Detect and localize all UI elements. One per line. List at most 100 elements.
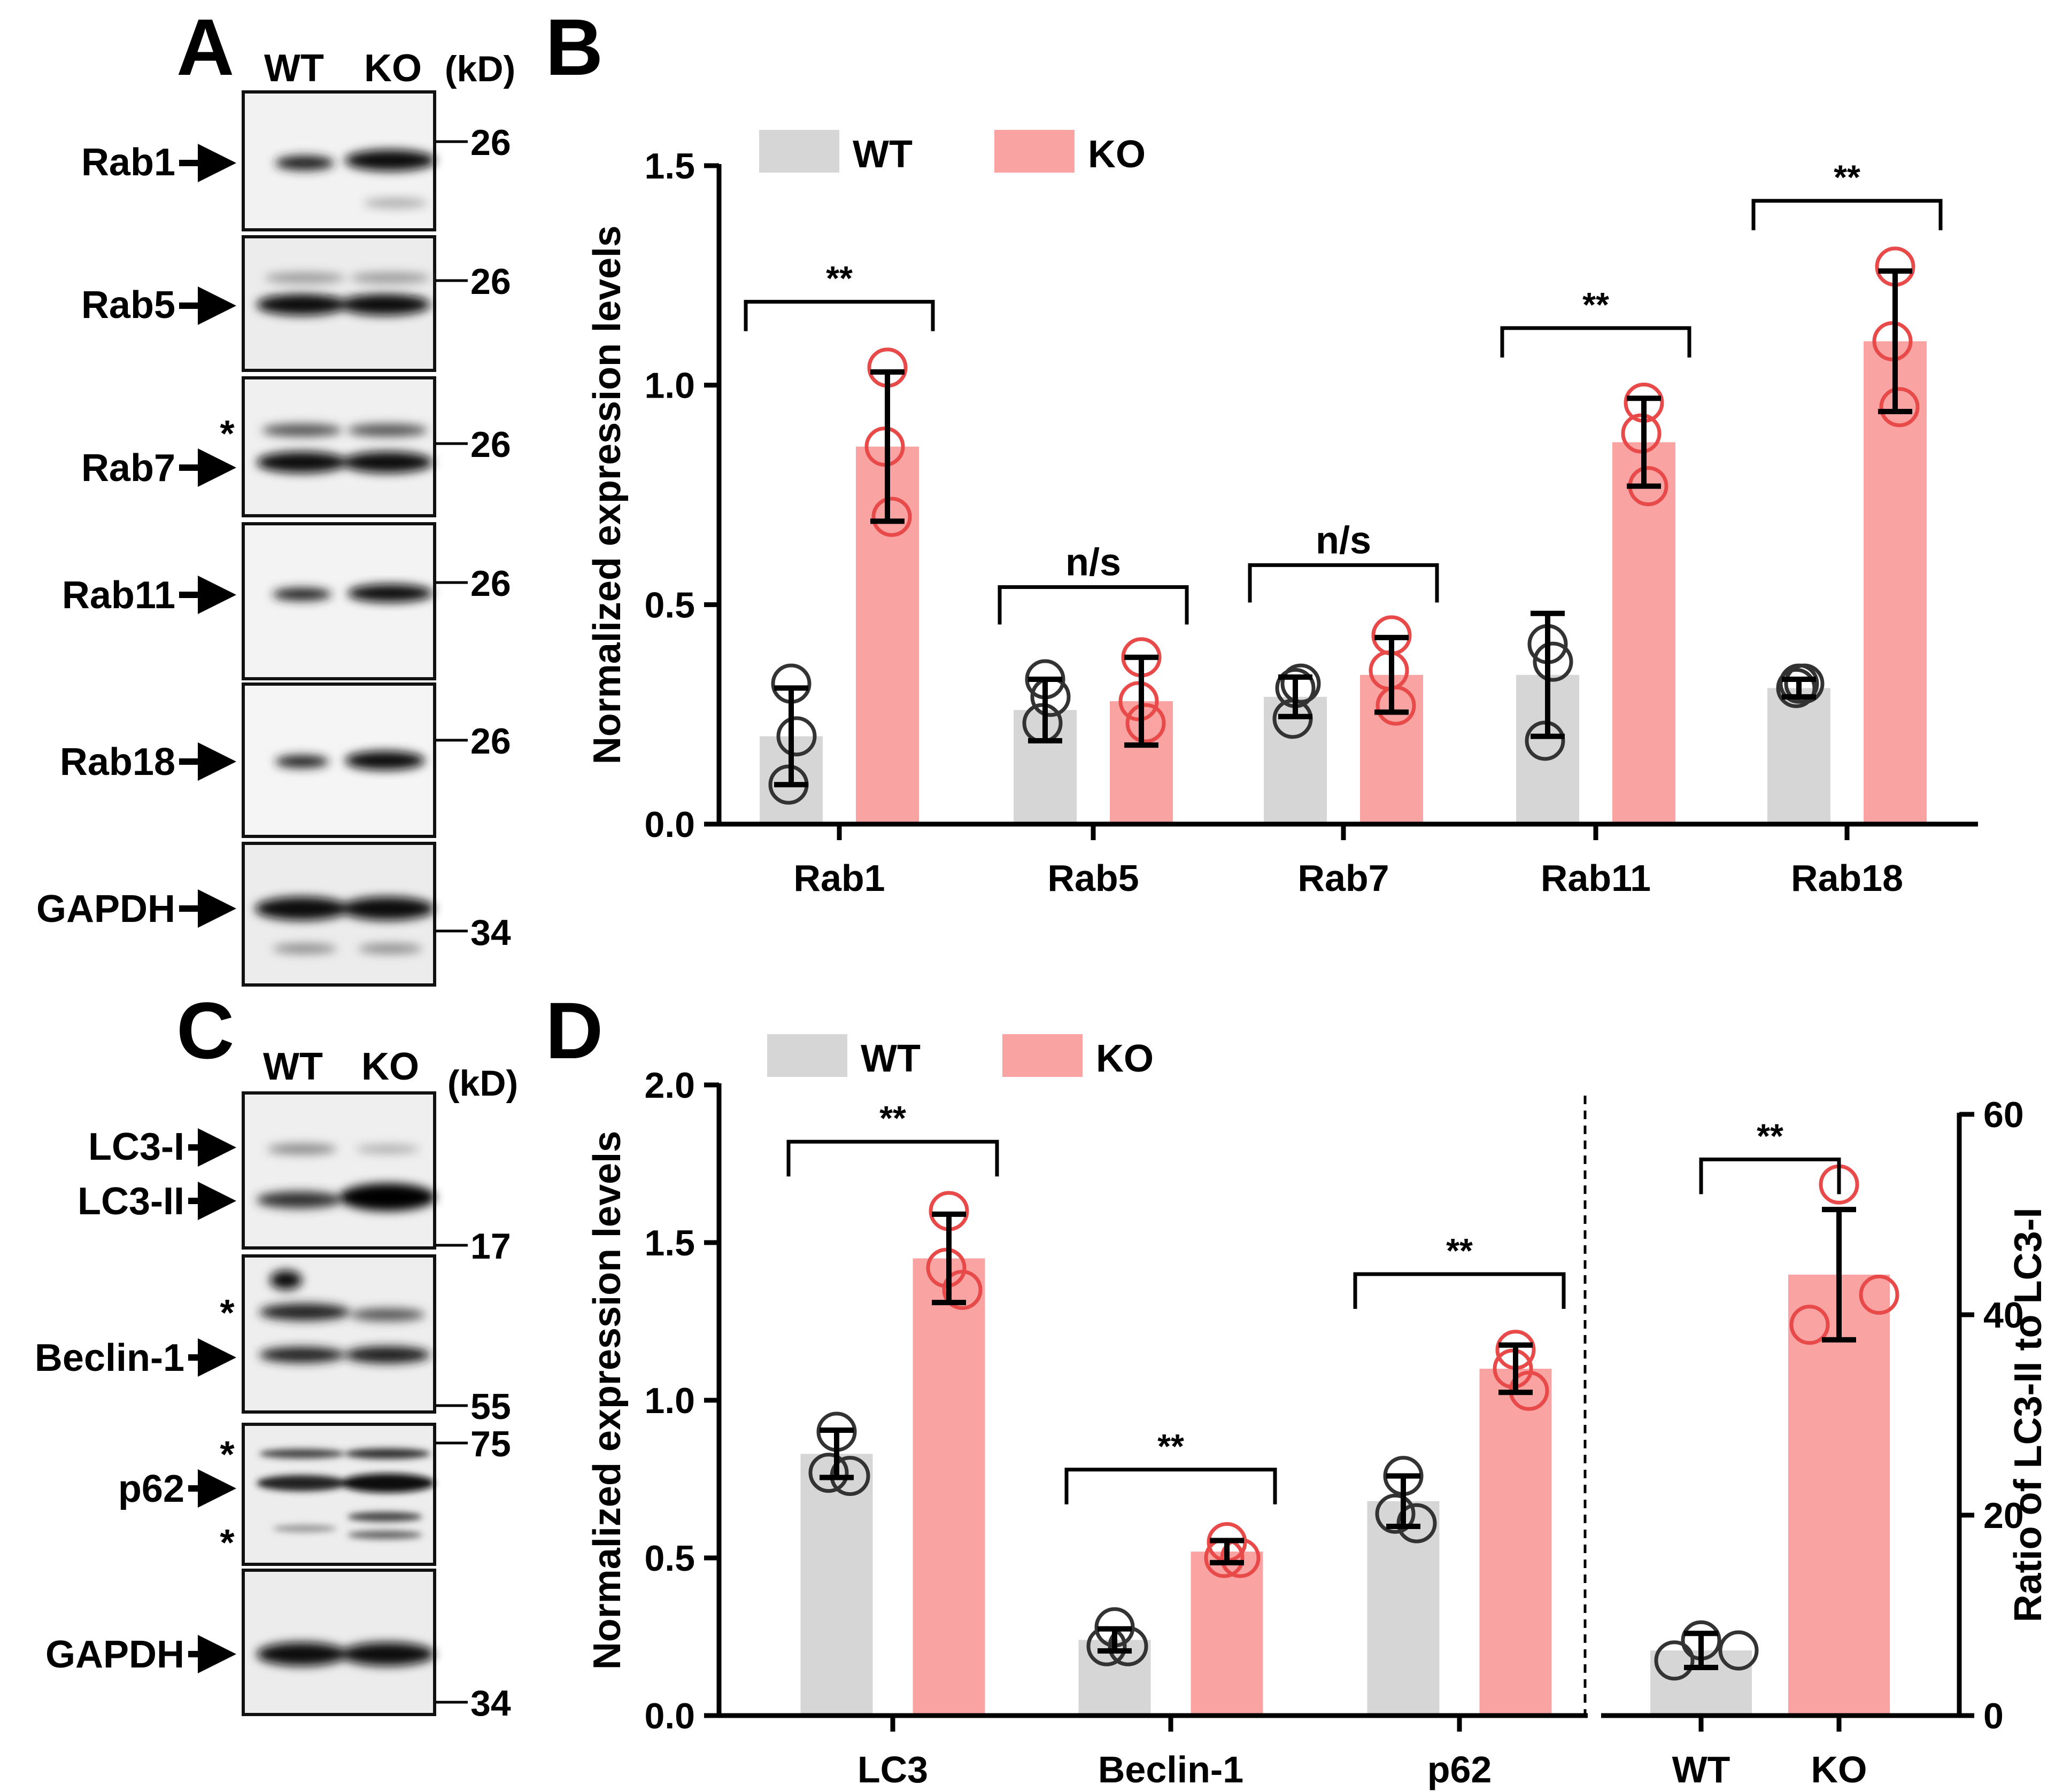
y-tick-label: 1.5: [644, 146, 695, 187]
star-marker: *: [220, 1522, 235, 1563]
data-point-ko: [1879, 387, 1920, 428]
legend-label-ko: KO: [1096, 1037, 1154, 1080]
marker-label: 26: [470, 261, 511, 302]
data-point-wt: [1375, 1493, 1416, 1534]
blot-label: Beclin-1: [35, 1337, 184, 1379]
blot-label: Rab18: [60, 741, 175, 783]
panel-b-letter: B: [545, 2, 603, 92]
significance-label: **: [826, 259, 853, 298]
x-tick-label: Rab18: [1791, 857, 1903, 899]
significance-label: **: [1582, 285, 1609, 324]
blot-label: Rab7: [81, 447, 175, 490]
blot-label-lc3-i: LC3-I: [88, 1126, 184, 1168]
y-tick-label: 60: [1983, 1095, 2024, 1135]
blot-rab18: Rab18 26: [60, 682, 511, 838]
data-point-ko: [1859, 1275, 1899, 1315]
blot-bands: [257, 273, 430, 315]
kd-unit-label: (kD): [447, 1063, 518, 1104]
lane-label-wt: WT: [263, 1045, 323, 1088]
significance-bracket: [1751, 199, 1943, 230]
x-tick-label: LC3: [857, 1749, 928, 1790]
chart-d-right: ** WT KO 0 20 40 60 Ratio of LC3-II to LC3-I: [1601, 1095, 2050, 1790]
significance-bracket: [1699, 1157, 1841, 1194]
x-tick-label: WT: [1672, 1749, 1730, 1790]
significance-label: **: [1446, 1231, 1473, 1270]
legend-swatch-wt: [759, 130, 839, 173]
bar-ko: [1864, 341, 1927, 824]
bar-ko: [1191, 1551, 1263, 1716]
y-tick-label: 40: [1983, 1295, 2024, 1336]
bar-wt: [800, 1454, 873, 1716]
panel-a: A WT KO (kD) Rab1 26 Rab: [36, 2, 515, 987]
blot-bands: [273, 584, 433, 602]
data-point-ko: [871, 497, 912, 537]
y-tick-label: 20: [1983, 1495, 2024, 1536]
y-tick-label: 2.0: [644, 1065, 695, 1106]
bar-ko: [1479, 1369, 1552, 1716]
significance-bracket: [998, 585, 1189, 625]
star-marker: *: [220, 413, 235, 454]
blot-lc3: LC3-I LC3-II 17: [78, 1091, 511, 1267]
star-marker: *: [220, 1433, 235, 1475]
blot-frame: [242, 1423, 436, 1566]
data-point-wt: [1396, 1503, 1437, 1543]
y-axis-label: Ratio of LC3-II to LC3-I: [2007, 1208, 2050, 1623]
blot-bands: [257, 1144, 436, 1211]
blot-label-lc3-ii: LC3-II: [78, 1180, 184, 1223]
y-tick-label: 1.5: [644, 1223, 695, 1263]
significance-label: **: [879, 1099, 906, 1137]
blot-bands: [275, 150, 436, 208]
blot-rab7: * Rab7 26: [81, 376, 511, 517]
panel-c-letter: C: [176, 986, 234, 1075]
bar-ko: [1612, 442, 1675, 824]
y-tick-label: 0.0: [644, 1696, 695, 1736]
data-point-wt: [1718, 1630, 1759, 1671]
significance-bracket: [1064, 1468, 1277, 1504]
significance-bracket: [1353, 1272, 1566, 1309]
marker-label: 34: [470, 912, 511, 953]
x-tick-label: KO: [1811, 1749, 1867, 1790]
y-tick-label: 1.0: [644, 1380, 695, 1421]
blot-bands: [255, 897, 435, 953]
star-marker: *: [220, 1292, 235, 1333]
blot-label: Rab5: [81, 284, 175, 327]
legend-label-wt: WT: [861, 1037, 921, 1080]
significance-bracket: [1500, 326, 1691, 358]
blot-label: GAPDH: [45, 1633, 184, 1676]
lane-label-ko: KO: [361, 1045, 419, 1088]
data-point-wt: [1784, 663, 1825, 704]
chart-b: WT KO ** n/s n/s ** ** Rab1 Rab5 Rab7 Rab11 Rab18 0.…: [586, 130, 1978, 899]
marker-label: 26: [470, 122, 511, 163]
data-point-ko: [1789, 1305, 1830, 1345]
significance-bracket: [786, 1139, 999, 1177]
x-tick-label: Rab7: [1297, 857, 1389, 899]
lane-label-ko: KO: [364, 47, 422, 90]
marker-label: 26: [470, 721, 511, 762]
panel-c: C WT KO (kD) LC3-I LC3-II 17: [35, 986, 518, 1724]
x-tick-label: Rab11: [1541, 857, 1651, 899]
data-point-wt: [1533, 641, 1573, 682]
y-tick-label: 0.5: [644, 585, 695, 625]
data-point-wt: [808, 1453, 849, 1493]
data-point-ko: [942, 1270, 983, 1310]
blot-bands: [259, 1270, 430, 1363]
blot-beclin-1: * Beclin-1 55: [35, 1254, 511, 1427]
blot-gapdh-c: GAPDH 34: [45, 1569, 511, 1724]
lane-label-wt: WT: [264, 47, 324, 90]
y-tick-label: 0.0: [644, 804, 695, 845]
blot-rab11: Rab11 26: [62, 522, 511, 680]
marker-label: 55: [470, 1386, 511, 1427]
y-tick-label: 0.5: [644, 1538, 695, 1579]
data-point-wt: [1776, 668, 1817, 708]
bar-wt: [1767, 688, 1830, 824]
x-tick-label: Rab5: [1047, 857, 1139, 899]
significance-bracket: [744, 300, 935, 331]
y-tick-label: 0: [1983, 1696, 2004, 1736]
blot-label: Rab1: [81, 141, 175, 184]
blot-bands: [257, 424, 433, 473]
significance-label: n/s: [1065, 541, 1121, 584]
y-axis-label: Normalized expression levels: [586, 226, 629, 764]
significance-label: **: [1157, 1427, 1184, 1465]
significance-label: n/s: [1316, 519, 1371, 562]
